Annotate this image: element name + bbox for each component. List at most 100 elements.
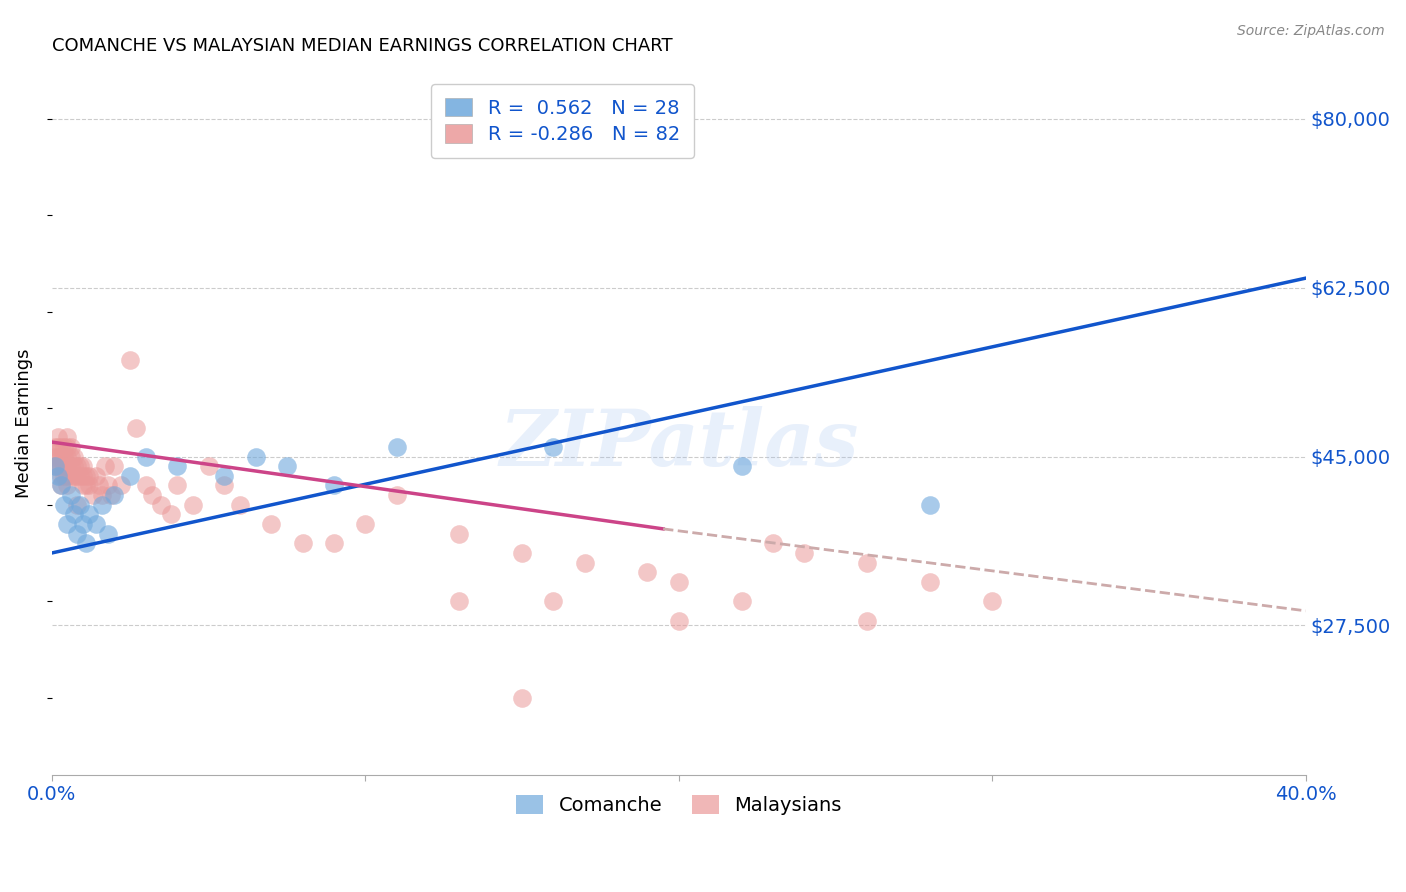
Point bbox=[385, 488, 408, 502]
Point bbox=[856, 556, 879, 570]
Point bbox=[668, 574, 690, 589]
Point bbox=[72, 468, 94, 483]
Point bbox=[59, 459, 82, 474]
Point bbox=[260, 517, 283, 532]
Point bbox=[100, 488, 122, 502]
Point bbox=[323, 536, 346, 550]
Point bbox=[385, 440, 408, 454]
Point bbox=[56, 430, 79, 444]
Point bbox=[181, 498, 204, 512]
Point bbox=[44, 459, 66, 474]
Point bbox=[543, 440, 565, 454]
Point bbox=[59, 468, 82, 483]
Point bbox=[59, 440, 82, 454]
Point bbox=[56, 517, 79, 532]
Point bbox=[49, 459, 72, 474]
Point bbox=[62, 450, 84, 464]
Point bbox=[135, 450, 157, 464]
Point bbox=[291, 536, 314, 550]
Point bbox=[103, 459, 125, 474]
Point bbox=[730, 594, 752, 608]
Point bbox=[62, 508, 84, 522]
Point bbox=[75, 468, 97, 483]
Point bbox=[66, 526, 89, 541]
Point bbox=[49, 468, 72, 483]
Point bbox=[918, 574, 941, 589]
Point bbox=[72, 478, 94, 492]
Point bbox=[87, 478, 110, 492]
Text: ZIPatlas: ZIPatlas bbox=[499, 406, 859, 483]
Point bbox=[110, 478, 132, 492]
Point bbox=[46, 440, 69, 454]
Point bbox=[69, 468, 91, 483]
Point bbox=[56, 468, 79, 483]
Point bbox=[90, 488, 112, 502]
Point bbox=[72, 459, 94, 474]
Point bbox=[49, 478, 72, 492]
Point bbox=[53, 459, 76, 474]
Point bbox=[69, 498, 91, 512]
Point bbox=[166, 459, 188, 474]
Text: COMANCHE VS MALAYSIAN MEDIAN EARNINGS CORRELATION CHART: COMANCHE VS MALAYSIAN MEDIAN EARNINGS CO… bbox=[52, 37, 672, 55]
Point bbox=[62, 468, 84, 483]
Point bbox=[84, 468, 107, 483]
Point bbox=[56, 459, 79, 474]
Point bbox=[543, 594, 565, 608]
Point bbox=[637, 566, 659, 580]
Point bbox=[53, 440, 76, 454]
Point bbox=[59, 450, 82, 464]
Point bbox=[79, 508, 101, 522]
Point bbox=[97, 526, 120, 541]
Point bbox=[856, 614, 879, 628]
Point bbox=[79, 478, 101, 492]
Point bbox=[46, 459, 69, 474]
Point bbox=[56, 478, 79, 492]
Point bbox=[212, 478, 235, 492]
Point bbox=[75, 536, 97, 550]
Point bbox=[53, 468, 76, 483]
Point bbox=[918, 498, 941, 512]
Point bbox=[141, 488, 163, 502]
Point bbox=[574, 556, 596, 570]
Point bbox=[510, 690, 533, 705]
Point bbox=[668, 614, 690, 628]
Point bbox=[97, 478, 120, 492]
Point bbox=[44, 450, 66, 464]
Point bbox=[120, 468, 142, 483]
Point bbox=[53, 498, 76, 512]
Point bbox=[49, 478, 72, 492]
Point bbox=[46, 430, 69, 444]
Point bbox=[245, 450, 267, 464]
Point bbox=[276, 459, 298, 474]
Point bbox=[354, 517, 377, 532]
Point bbox=[75, 478, 97, 492]
Point bbox=[449, 526, 471, 541]
Point bbox=[46, 468, 69, 483]
Point bbox=[510, 546, 533, 560]
Point bbox=[212, 468, 235, 483]
Point bbox=[160, 508, 183, 522]
Point bbox=[150, 498, 173, 512]
Point bbox=[84, 517, 107, 532]
Point bbox=[66, 498, 89, 512]
Y-axis label: Median Earnings: Median Earnings bbox=[15, 348, 32, 498]
Point bbox=[56, 450, 79, 464]
Point bbox=[449, 594, 471, 608]
Point bbox=[56, 440, 79, 454]
Point bbox=[79, 468, 101, 483]
Point bbox=[981, 594, 1004, 608]
Point bbox=[94, 459, 117, 474]
Point bbox=[49, 450, 72, 464]
Point bbox=[120, 353, 142, 368]
Point bbox=[46, 450, 69, 464]
Point bbox=[730, 459, 752, 474]
Point bbox=[135, 478, 157, 492]
Point bbox=[125, 420, 148, 434]
Point bbox=[66, 459, 89, 474]
Point bbox=[72, 517, 94, 532]
Point bbox=[197, 459, 219, 474]
Point bbox=[762, 536, 785, 550]
Point bbox=[103, 488, 125, 502]
Point bbox=[82, 488, 104, 502]
Point bbox=[44, 440, 66, 454]
